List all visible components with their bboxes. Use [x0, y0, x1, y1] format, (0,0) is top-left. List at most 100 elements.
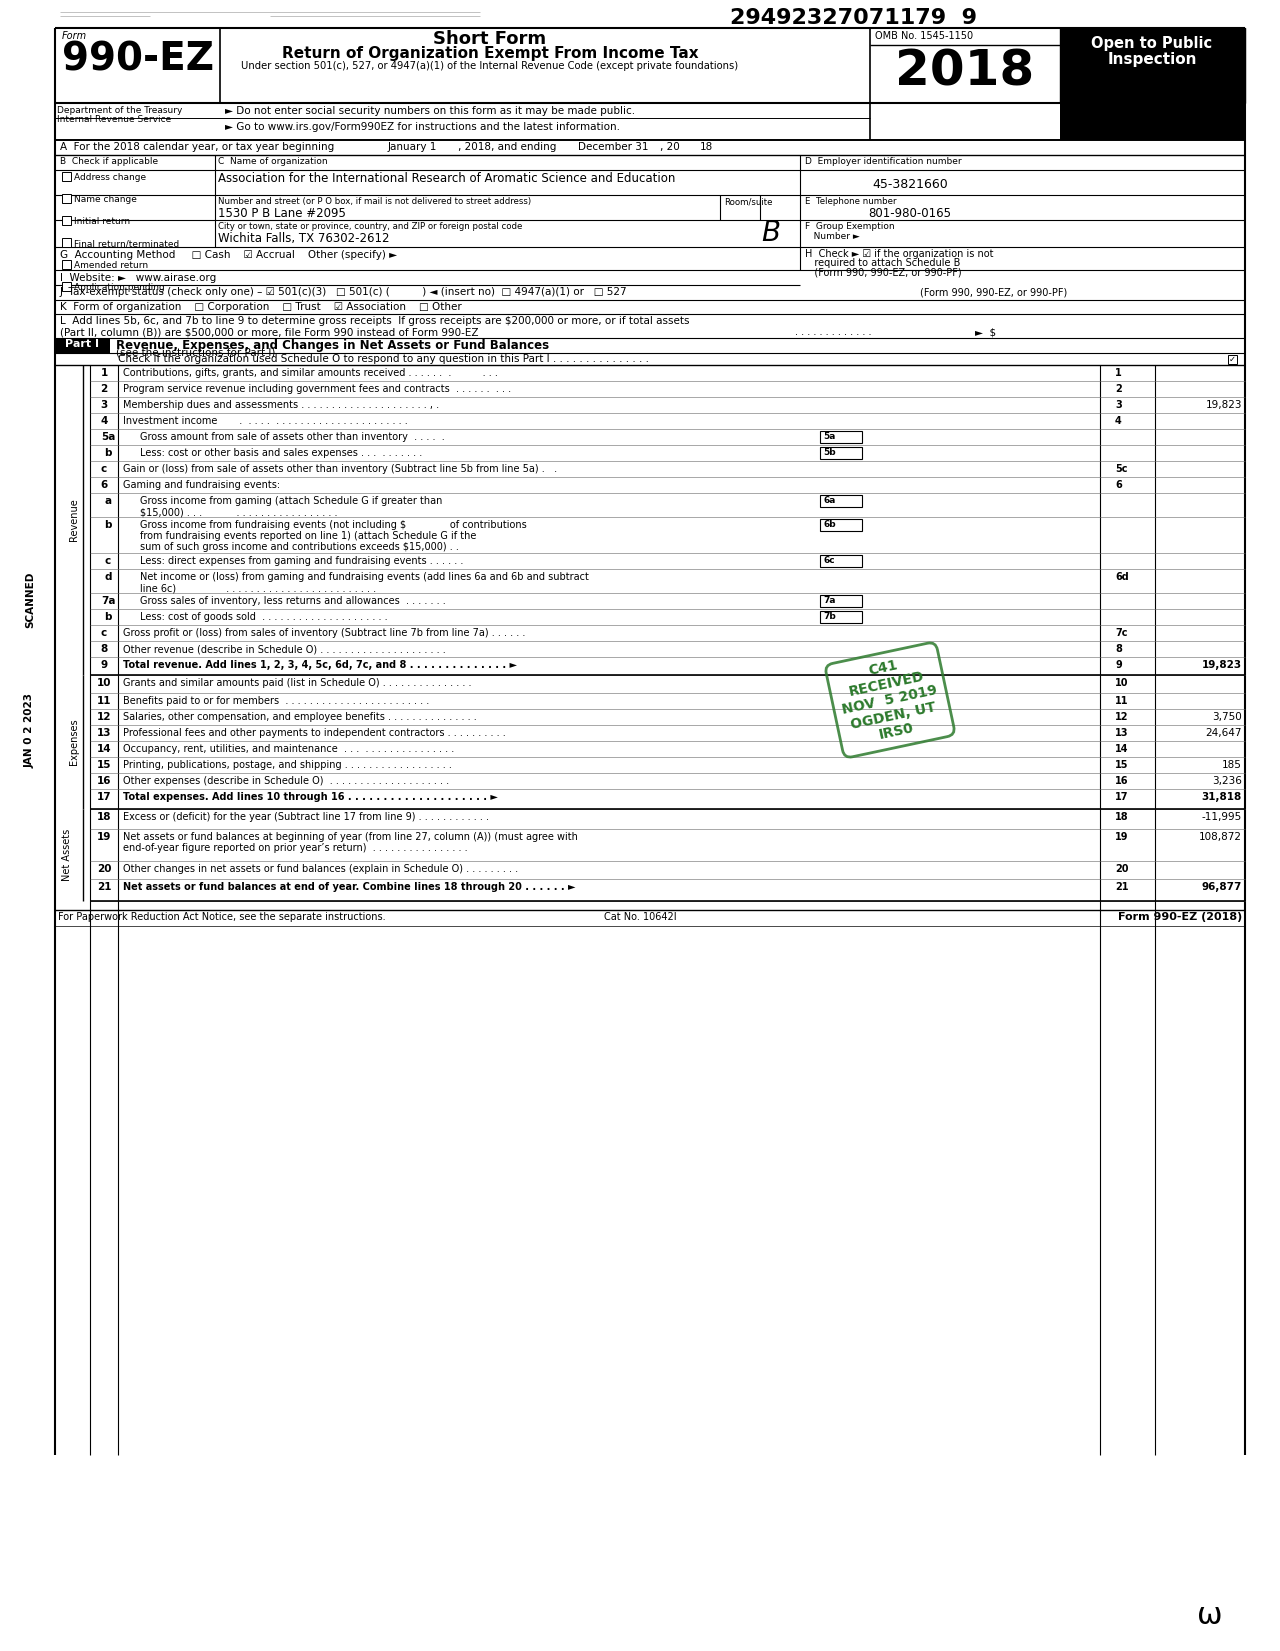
Text: 14: 14	[1115, 745, 1129, 755]
Text: Contributions, gifts, grants, and similar amounts received . . . . . .  .       : Contributions, gifts, grants, and simila…	[123, 368, 498, 378]
Text: 16: 16	[97, 776, 111, 786]
Text: Net assets or fund balances at end of year. Combine lines 18 through 20 . . . . : Net assets or fund balances at end of ye…	[123, 882, 576, 892]
Text: , 20: , 20	[660, 142, 680, 152]
Text: 10: 10	[1115, 679, 1129, 688]
Text: 19: 19	[97, 832, 111, 842]
Text: ►  $: ► $	[975, 327, 996, 337]
Text: Net income or (loss) from gaming and fundraising events (add lines 6a and 6b and: Net income or (loss) from gaming and fun…	[140, 571, 589, 583]
Text: Room/suite: Room/suite	[724, 196, 773, 206]
Bar	[820, 447, 861, 459]
Text: Total expenses. Add lines 10 through 16 . . . . . . . . . . . . . . . . . . . . : Total expenses. Add lines 10 through 16 …	[123, 792, 498, 802]
Text: 4: 4	[100, 416, 108, 426]
Text: ✓: ✓	[1229, 355, 1236, 363]
Text: 12: 12	[1115, 712, 1129, 721]
Text: Inspection: Inspection	[1107, 51, 1197, 68]
Text: Cat No. 10642I: Cat No. 10642I	[604, 911, 676, 921]
Text: 20: 20	[1115, 863, 1129, 873]
Bar	[1060, 102, 1245, 140]
Text: December 31: December 31	[579, 142, 649, 152]
Text: 18: 18	[1115, 812, 1129, 822]
Text: Net Assets: Net Assets	[61, 829, 72, 882]
Text: Occupancy, rent, utilities, and maintenance  . . .  . . . . . . . . . . . . . . : Occupancy, rent, utilities, and maintena…	[123, 745, 454, 755]
Text: line 6c)                . . . . . . . . . . . . . . . . . . . . . . . . .: line 6c) . . . . . . . . . . . . . . . .…	[140, 583, 376, 593]
Text: C41
RECEIVED
NOV  5 2019
OGDEN, UT
IRS0: C41 RECEIVED NOV 5 2019 OGDEN, UT IRS0	[835, 652, 946, 748]
Text: Internal Revenue Service: Internal Revenue Service	[58, 116, 172, 124]
Text: Membership dues and assessments . . . . . . . . . . . . . . . . . . . . . , .: Membership dues and assessments . . . . …	[123, 400, 439, 409]
Bar	[1060, 28, 1245, 102]
Text: $15,000) . . .           . . . . . . . . . . . . . . . . .: $15,000) . . . . . . . . . . . . . . . .…	[140, 507, 338, 517]
Text: G  Accounting Method     □ Cash    ☑ Accrual    Other (specify) ►: G Accounting Method □ Cash ☑ Accrual Oth…	[60, 249, 397, 259]
Text: 185: 185	[1222, 759, 1242, 769]
Text: 16: 16	[1115, 776, 1129, 786]
Text: 9: 9	[100, 660, 108, 670]
Text: 6b: 6b	[823, 520, 836, 528]
Text: K  Form of organization    □ Corporation    □ Trust    ☑ Association    □ Other: K Form of organization □ Corporation □ T…	[60, 302, 462, 312]
Text: Initial return: Initial return	[74, 216, 131, 226]
Text: 19,823: 19,823	[1206, 400, 1242, 409]
Bar	[820, 611, 861, 622]
Text: 21: 21	[1115, 882, 1129, 892]
Text: 15: 15	[97, 759, 111, 769]
Text: 11: 11	[1115, 697, 1129, 707]
Text: 6c: 6c	[823, 556, 835, 565]
Text: b: b	[104, 447, 111, 457]
Text: SCANNED: SCANNED	[26, 571, 35, 627]
Text: 6: 6	[100, 480, 108, 490]
Text: 990-EZ: 990-EZ	[61, 40, 214, 78]
Text: 5b: 5b	[823, 447, 836, 457]
Bar	[55, 140, 1245, 155]
Text: a: a	[105, 495, 111, 505]
Text: Grants and similar amounts paid (list in Schedule O) . . . . . . . . . . . . . .: Grants and similar amounts paid (list in…	[123, 679, 471, 688]
Text: 10: 10	[97, 679, 111, 688]
Text: ► Go to www.irs.gov/Form990EZ for instructions and the latest information.: ► Go to www.irs.gov/Form990EZ for instru…	[225, 122, 620, 132]
Text: Program service revenue including government fees and contracts  . . . . . .  . : Program service revenue including govern…	[123, 385, 511, 395]
Text: Final return/terminated: Final return/terminated	[74, 239, 179, 248]
Text: Gross income from gaming (attach Schedule G if greater than: Gross income from gaming (attach Schedul…	[140, 495, 443, 505]
Text: 7a: 7a	[823, 596, 836, 604]
Bar	[61, 216, 70, 225]
Text: Less: cost or other basis and sales expenses . . .  . . . . . . .: Less: cost or other basis and sales expe…	[140, 447, 422, 457]
Text: Net assets or fund balances at beginning of year (from line 27, column (A)) (mus: Net assets or fund balances at beginning…	[123, 832, 577, 842]
Bar	[820, 555, 861, 566]
Text: 21: 21	[97, 882, 111, 892]
Text: ► Do not enter social security numbers on this form as it may be made public.: ► Do not enter social security numbers o…	[225, 106, 635, 116]
Text: Gross profit or (loss) from sales of inventory (Subtract line 7b from line 7a) .: Gross profit or (loss) from sales of inv…	[123, 627, 525, 637]
Text: 5a: 5a	[101, 433, 115, 442]
Text: 1530 P B Lane #2095: 1530 P B Lane #2095	[218, 206, 346, 220]
Text: A  For the 2018 calendar year, or tax year beginning: A For the 2018 calendar year, or tax yea…	[60, 142, 334, 152]
Bar	[61, 282, 70, 291]
Text: ω: ω	[1197, 1600, 1222, 1630]
Text: (see the instructions for Part I): (see the instructions for Part I)	[116, 347, 275, 357]
Text: 7a: 7a	[101, 596, 115, 606]
Text: H  Check ► ☑ if the organization is not: H Check ► ☑ if the organization is not	[805, 249, 993, 259]
Text: 7c: 7c	[1115, 627, 1128, 637]
Text: b: b	[104, 613, 111, 622]
Text: (Form 990, 990-EZ, or 990-PF): (Form 990, 990-EZ, or 990-PF)	[920, 287, 1068, 297]
Text: 3,750: 3,750	[1212, 712, 1242, 721]
Text: 2: 2	[100, 385, 108, 395]
Text: B: B	[762, 220, 781, 248]
Text: Form 990-EZ (2018): Form 990-EZ (2018)	[1117, 911, 1242, 921]
Text: 7b: 7b	[823, 613, 836, 621]
Text: Check if the organization used Schedule O to respond to any question in this Par: Check if the organization used Schedule …	[118, 353, 649, 363]
Text: Total revenue. Add lines 1, 2, 3, 4, 5c, 6d, 7c, and 8 . . . . . . . . . . . . .: Total revenue. Add lines 1, 2, 3, 4, 5c,…	[123, 660, 517, 670]
Text: 15: 15	[1115, 759, 1129, 769]
Text: 3: 3	[1115, 400, 1121, 409]
Text: Other revenue (describe in Schedule O) . . . . . . . . . . . . . . . . . . . . .: Other revenue (describe in Schedule O) .…	[123, 644, 445, 654]
Text: 20: 20	[97, 863, 111, 873]
Text: 8: 8	[100, 644, 108, 654]
Text: 13: 13	[1115, 728, 1129, 738]
Text: Other expenses (describe in Schedule O)  . . . . . . . . . . . . . . . . . . . .: Other expenses (describe in Schedule O) …	[123, 776, 449, 786]
Text: (Form 990, 990-EZ, or 990-PF): (Form 990, 990-EZ, or 990-PF)	[805, 267, 961, 277]
Text: J  Tax-exempt status (check only one) – ☑ 501(c)(3)   □ 501(c) (          ) ◄ (i: J Tax-exempt status (check only one) – ☑…	[60, 287, 627, 297]
Text: Investment income       .  . . . .  . . . . . . . . . . . . . . . . . . . . . .: Investment income . . . . . . . . . . . …	[123, 416, 408, 426]
Text: Revenue, Expenses, and Changes in Net Assets or Fund Balances: Revenue, Expenses, and Changes in Net As…	[116, 338, 549, 352]
Text: d: d	[104, 571, 111, 583]
Text: 24,647: 24,647	[1206, 728, 1242, 738]
Text: Gross amount from sale of assets other than inventory  . . . .  .: Gross amount from sale of assets other t…	[140, 433, 444, 442]
Text: D  Employer identification number: D Employer identification number	[805, 157, 961, 167]
Bar	[1228, 355, 1236, 363]
Text: b: b	[104, 520, 111, 530]
Text: Salaries, other compensation, and employee benefits . . . . . . . . . . . . . . : Salaries, other compensation, and employ…	[123, 712, 476, 721]
Text: 5a: 5a	[823, 433, 836, 441]
